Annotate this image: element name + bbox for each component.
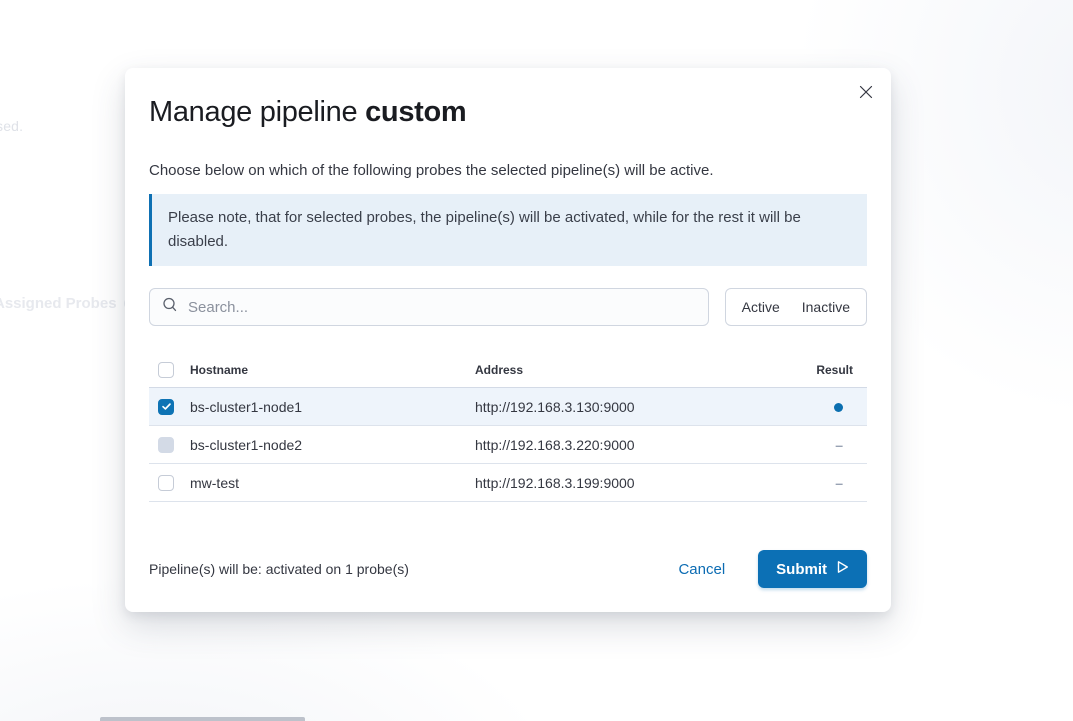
table-row: mw-test http://192.168.3.199:9000 –: [149, 464, 867, 502]
submit-button[interactable]: Submit: [758, 550, 867, 588]
cell-address: http://192.168.3.199:9000: [475, 474, 635, 491]
search-input[interactable]: [188, 298, 696, 316]
modal-title-prefix: Manage pipeline: [149, 96, 366, 128]
filter-inactive-button[interactable]: Inactive: [791, 289, 861, 325]
info-callout: Please note, that for selected probes, t…: [149, 194, 867, 266]
modal-title: Manage pipeline custom: [149, 94, 867, 130]
table-row: bs-cluster1-node1 http://192.168.3.130:9…: [149, 388, 867, 426]
manage-pipeline-modal: Manage pipeline custom Choose below on w…: [125, 68, 891, 612]
modal-title-pipeline-name: custom: [365, 96, 467, 128]
column-header-hostname: Hostname: [190, 362, 249, 377]
table-row: bs-cluster1-node2 http://192.168.3.220:9…: [149, 426, 867, 464]
background-bottom-bar: [100, 717, 305, 721]
result-dash: –: [835, 474, 843, 491]
modal-description: Choose below on which of the following p…: [149, 162, 714, 179]
search-and-filters: Active Inactive: [149, 288, 867, 326]
cell-hostname: mw-test: [190, 474, 239, 491]
search-icon: [162, 297, 178, 318]
play-icon: [837, 560, 849, 578]
row-checkbox-disabled: [158, 436, 174, 453]
table-header-row: Hostname Address Result: [149, 352, 867, 388]
background-faint-text: sed.: [0, 118, 24, 134]
close-icon: [859, 85, 873, 102]
cancel-button[interactable]: Cancel: [678, 560, 726, 578]
row-checkbox-checked[interactable]: [158, 398, 174, 415]
probes-table: Hostname Address Result bs-cluster1-node…: [149, 352, 867, 502]
submit-button-label: Submit: [776, 560, 827, 578]
background-assigned-probes-heading: Assigned Probes: [0, 295, 137, 312]
select-all-checkbox[interactable]: [158, 361, 174, 378]
background-heading-label: Assigned Probes: [0, 295, 117, 312]
pipeline-summary-text: Pipeline(s) will be: activated on 1 prob…: [149, 561, 409, 577]
status-filter-group: Active Inactive: [724, 288, 867, 326]
close-button[interactable]: [854, 81, 878, 105]
column-header-result: Result: [816, 362, 853, 377]
cell-address: http://192.168.3.220:9000: [475, 436, 635, 453]
filter-active-button[interactable]: Active: [731, 289, 791, 325]
row-checkbox-unchecked[interactable]: [158, 474, 174, 491]
column-header-address: Address: [475, 362, 524, 377]
search-box: [149, 288, 709, 326]
result-active-dot: [834, 402, 843, 412]
result-dash: –: [835, 436, 843, 453]
modal-footer: Pipeline(s) will be: activated on 1 prob…: [125, 526, 891, 612]
cell-address: http://192.168.3.130:9000: [475, 398, 635, 415]
cell-hostname: bs-cluster1-node2: [190, 436, 303, 453]
info-callout-text: Please note, that for selected probes, t…: [168, 209, 801, 250]
cell-hostname: bs-cluster1-node1: [190, 398, 303, 415]
